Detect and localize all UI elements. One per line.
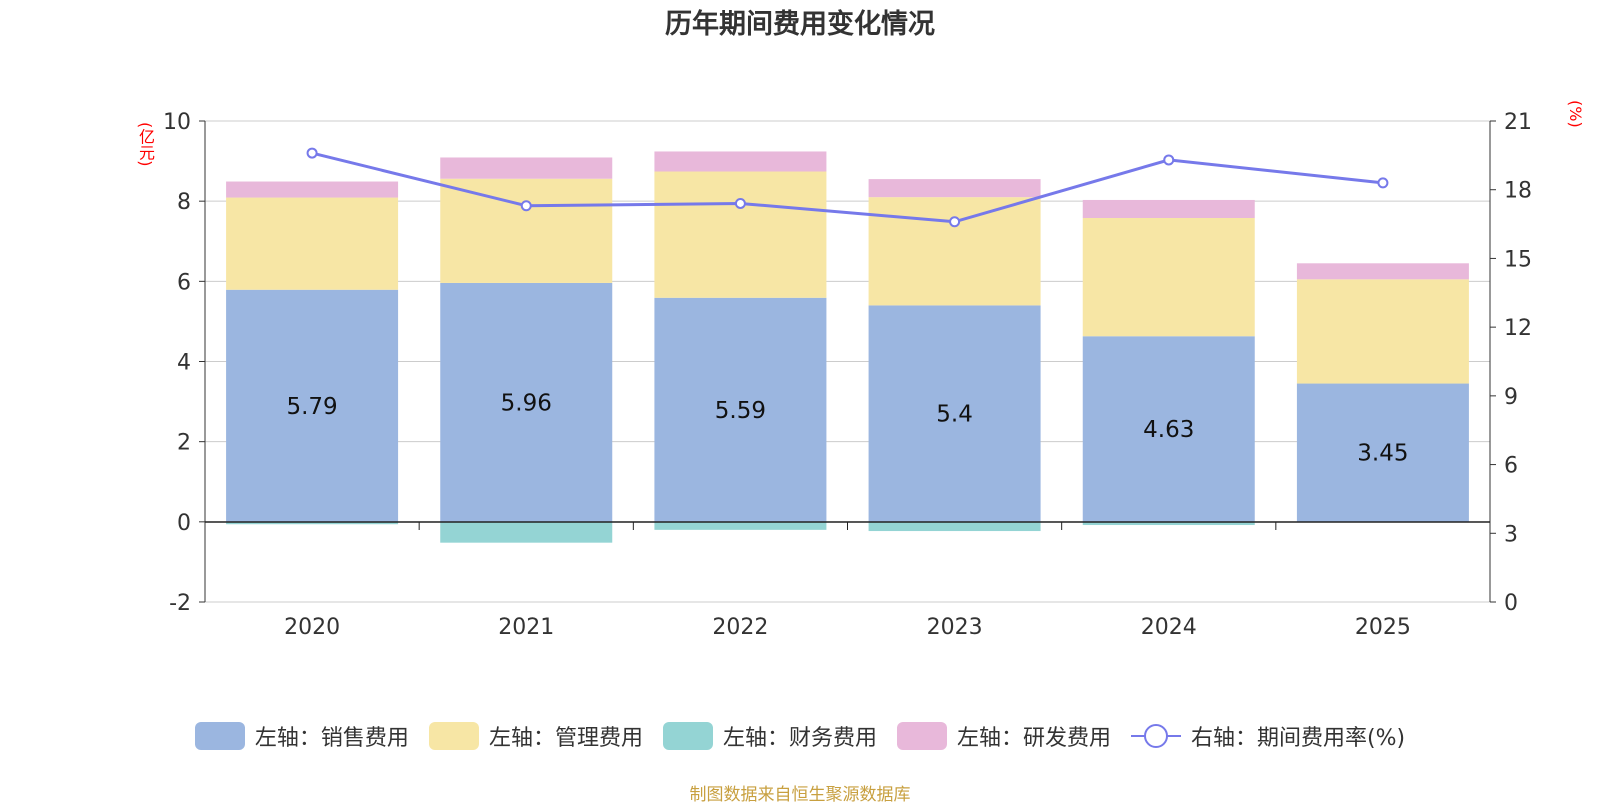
bar-rd-2023: [868, 179, 1041, 198]
legend-label-finance: 左轴：财务费用: [722, 726, 877, 751]
legend-item-finance[interactable]: 左轴：财务费用: [662, 720, 877, 752]
right-tick-label: 18: [1504, 179, 1532, 204]
right-tick-label: 6: [1504, 454, 1518, 479]
right-tick-label: 0: [1504, 591, 1518, 616]
legend-label-sales: 左轴：销售费用: [254, 726, 409, 751]
chart-legend: 左轴：销售费用 左轴：管理费用 左轴：财务费用 左轴：研发费用 右轴：期间费用率…: [0, 720, 1600, 752]
legend-label-rd: 左轴：研发费用: [956, 726, 1111, 751]
bar-admin-2022: [654, 171, 827, 298]
expense-rate-point: [734, 197, 746, 209]
bar-finance-2022: [654, 521, 827, 530]
legend-label-expense-rate: 右轴：期间费用率(%): [1190, 726, 1406, 751]
bar-admin-2024: [1082, 218, 1255, 337]
left-tick-label: 2: [177, 431, 191, 456]
bar-sales-2024: [1082, 336, 1255, 522]
x-tick-label: 2025: [1355, 615, 1411, 640]
bar-sales-2022: [654, 297, 827, 522]
legend-item-sales[interactable]: 左轴：销售费用: [194, 720, 409, 752]
bar-data-label: 5.79: [286, 394, 337, 420]
bar-finance-2023: [868, 521, 1041, 532]
bar-rd-2020: [226, 181, 399, 198]
x-tick-label: 2021: [498, 615, 554, 640]
bar-data-label: 4.63: [1143, 417, 1194, 443]
left-tick-label: 10: [163, 110, 191, 135]
right-tick-label: 21: [1504, 110, 1532, 135]
bar-admin-2023: [868, 197, 1041, 306]
bar-data-label: 5.96: [501, 390, 552, 416]
left-tick-label: 6: [177, 270, 191, 295]
legend-swatch-finance: [662, 722, 713, 750]
bar-data-label: 3.45: [1357, 441, 1408, 467]
source-note: 制图数据来自恒生聚源数据库: [689, 785, 911, 805]
legend-swatch-admin: [428, 722, 479, 750]
bar-rd-2022: [654, 151, 827, 172]
left-tick-label: -2: [169, 591, 191, 616]
x-tick-label: 2022: [712, 615, 768, 640]
legend-line-marker-icon: [1130, 722, 1181, 750]
left-tick-label: 4: [177, 351, 191, 376]
bar-sales-2023: [868, 305, 1041, 522]
expense-rate-point: [949, 216, 961, 228]
left-tick-label: 8: [177, 190, 191, 215]
legend-swatch-sales: [194, 722, 245, 750]
bar-data-label: 5.59: [715, 398, 766, 424]
bar-admin-2020: [226, 197, 399, 290]
chart-title: 历年期间费用变化情况: [665, 9, 935, 40]
right-tick-label: 3: [1504, 522, 1518, 547]
expense-rate-line: [311, 151, 1384, 224]
bar-sales-2025: [1296, 383, 1469, 522]
legend-swatch-rd: [896, 722, 947, 750]
left-axis-unit: (亿元): [136, 122, 155, 167]
legend-item-expense-rate[interactable]: 右轴：期间费用率(%): [1130, 720, 1406, 752]
bar-admin-2021: [440, 178, 613, 283]
bar-rd-2021: [440, 157, 613, 179]
expense-rate-point: [1377, 177, 1389, 189]
bar-sales-2021: [440, 282, 613, 522]
bar-finance-2020: [226, 521, 399, 525]
right-axis-unit: (%): [1566, 100, 1585, 128]
bar-finance-2021: [440, 521, 613, 543]
bar-sales-2020: [226, 289, 399, 522]
right-tick-label: 15: [1504, 247, 1532, 272]
x-tick-label: 2023: [927, 615, 983, 640]
left-tick-label: 0: [177, 511, 191, 536]
legend-item-rd[interactable]: 左轴：研发费用: [896, 720, 1111, 752]
expense-rate-point: [306, 147, 318, 159]
x-tick-label: 2024: [1141, 615, 1197, 640]
bar-data-label: 5.4: [936, 402, 973, 428]
expense-rate-point: [1163, 154, 1175, 166]
bar-finance-2024: [1082, 521, 1255, 526]
bar-admin-2025: [1296, 279, 1469, 384]
x-tick-label: 2020: [284, 615, 340, 640]
legend-item-admin[interactable]: 左轴：管理费用: [428, 720, 643, 752]
bar-rd-2024: [1082, 199, 1255, 219]
bar-rd-2025: [1296, 263, 1469, 280]
legend-label-admin: 左轴：管理费用: [488, 726, 643, 751]
right-tick-label: 9: [1504, 385, 1518, 410]
expense-rate-point: [520, 200, 532, 212]
right-tick-label: 12: [1504, 316, 1532, 341]
